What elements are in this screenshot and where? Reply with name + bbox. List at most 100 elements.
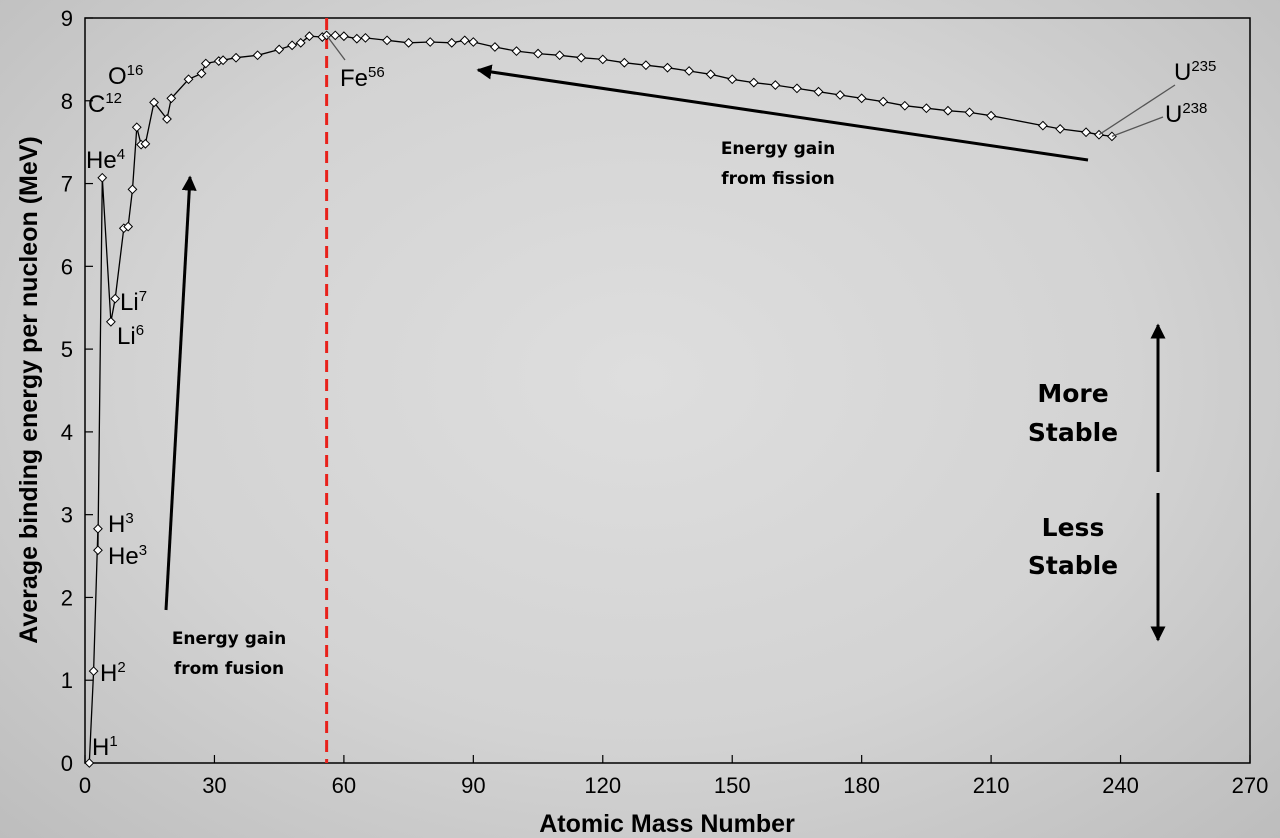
fission-arrow (476, 64, 1089, 162)
data-point (425, 37, 436, 47)
more-stable-line1: More (1037, 379, 1108, 408)
isotope-label: U238 (1165, 100, 1207, 128)
data-point (84, 758, 95, 768)
x-tick-label: 30 (202, 773, 226, 798)
isotope-label: He3 (108, 542, 147, 570)
data-point (468, 37, 479, 47)
y-tick-label: 7 (61, 172, 73, 197)
leader-lines (326, 34, 1176, 137)
data-point (1081, 127, 1091, 138)
isotope-label: H1 (92, 733, 118, 761)
data-point (684, 66, 694, 76)
data-point (1094, 129, 1104, 140)
isotope-label: Li6 (117, 322, 144, 350)
data-point (489, 42, 500, 52)
data-point (110, 293, 121, 304)
data-point (123, 221, 134, 232)
y-axis: 0 1 2 3 4 5 6 7 8 9 (61, 6, 93, 776)
data-point (97, 172, 108, 183)
data-point (231, 52, 241, 63)
less-stable-line2: Stable (1028, 551, 1118, 580)
y-tick-label: 1 (61, 668, 73, 693)
x-tick-label: 120 (584, 773, 621, 798)
isotope-label: H3 (108, 510, 134, 538)
data-point (943, 105, 953, 116)
data-point (748, 77, 759, 88)
data-point (554, 50, 565, 61)
y-tick-label: 3 (61, 503, 73, 528)
x-tick-label: 150 (714, 773, 751, 798)
data-point (964, 107, 975, 118)
data-point (88, 666, 99, 677)
data-point (252, 50, 263, 61)
data-point (330, 30, 341, 41)
data-point (619, 57, 630, 68)
data-point (131, 122, 142, 133)
more-stable-line2: Stable (1028, 418, 1118, 447)
data-point (770, 80, 781, 90)
isotope-label: H2 (100, 659, 126, 687)
data-point (218, 55, 228, 66)
x-axis: 0 30 60 90 120 150 180 210 240 270 (79, 755, 1268, 798)
x-tick-label: 60 (332, 773, 356, 798)
y-tick-label: 2 (61, 585, 73, 610)
data-point (351, 33, 362, 44)
y-tick-label: 5 (61, 337, 73, 362)
x-tick-label: 180 (843, 773, 880, 798)
x-tick-label: 270 (1232, 773, 1269, 798)
data-point (360, 32, 371, 43)
leader-line (326, 34, 346, 61)
y-tick-label: 4 (61, 420, 73, 445)
x-tick-label: 240 (1102, 773, 1139, 798)
data-point (93, 523, 103, 534)
data-point (813, 86, 824, 97)
y-tick-label: 6 (61, 254, 73, 279)
fusion-arrow (164, 175, 197, 611)
data-point (149, 97, 159, 108)
data-point (459, 35, 470, 46)
data-point (200, 58, 211, 69)
isotope-label: He4 (86, 146, 125, 174)
data-point (511, 46, 522, 57)
data-point (127, 184, 138, 195)
isotope-label: Fe56 (340, 64, 385, 92)
y-tick-label: 9 (61, 6, 73, 31)
data-point (597, 54, 608, 65)
data-point (403, 37, 414, 48)
data-point (899, 100, 910, 111)
data-point (641, 60, 651, 71)
data-point (287, 40, 298, 51)
data-point (446, 37, 457, 48)
fusion-text-line1: Energy gain (172, 629, 286, 649)
isotope-label: Li7 (120, 288, 147, 316)
y-tick-label: 0 (61, 751, 73, 776)
fission-text-line2: from fission (721, 169, 835, 189)
x-axis-title: Atomic Mass Number (539, 810, 795, 838)
data-point (705, 69, 716, 80)
x-tick-label: 210 (973, 773, 1010, 798)
less-stable-line1: Less (1042, 513, 1105, 542)
data-point (382, 35, 392, 46)
fission-text-line1: Energy gain (721, 139, 835, 159)
data-point (662, 62, 673, 73)
data-point (105, 316, 116, 327)
data-point (166, 93, 177, 104)
data-point (196, 68, 207, 79)
data-point (576, 52, 587, 63)
data-point (338, 31, 349, 42)
x-tick-label: 0 (79, 773, 91, 798)
leader-line (1098, 84, 1176, 136)
data-point (183, 74, 194, 85)
data-point (162, 114, 172, 124)
data-point (93, 545, 103, 556)
isotope-label: U235 (1174, 58, 1216, 86)
data-point (878, 96, 889, 107)
data-markers (84, 30, 1117, 768)
data-point (856, 93, 867, 104)
data-point (986, 110, 997, 121)
data-point (1037, 120, 1048, 131)
data-point (533, 48, 543, 59)
data-point (835, 90, 846, 100)
